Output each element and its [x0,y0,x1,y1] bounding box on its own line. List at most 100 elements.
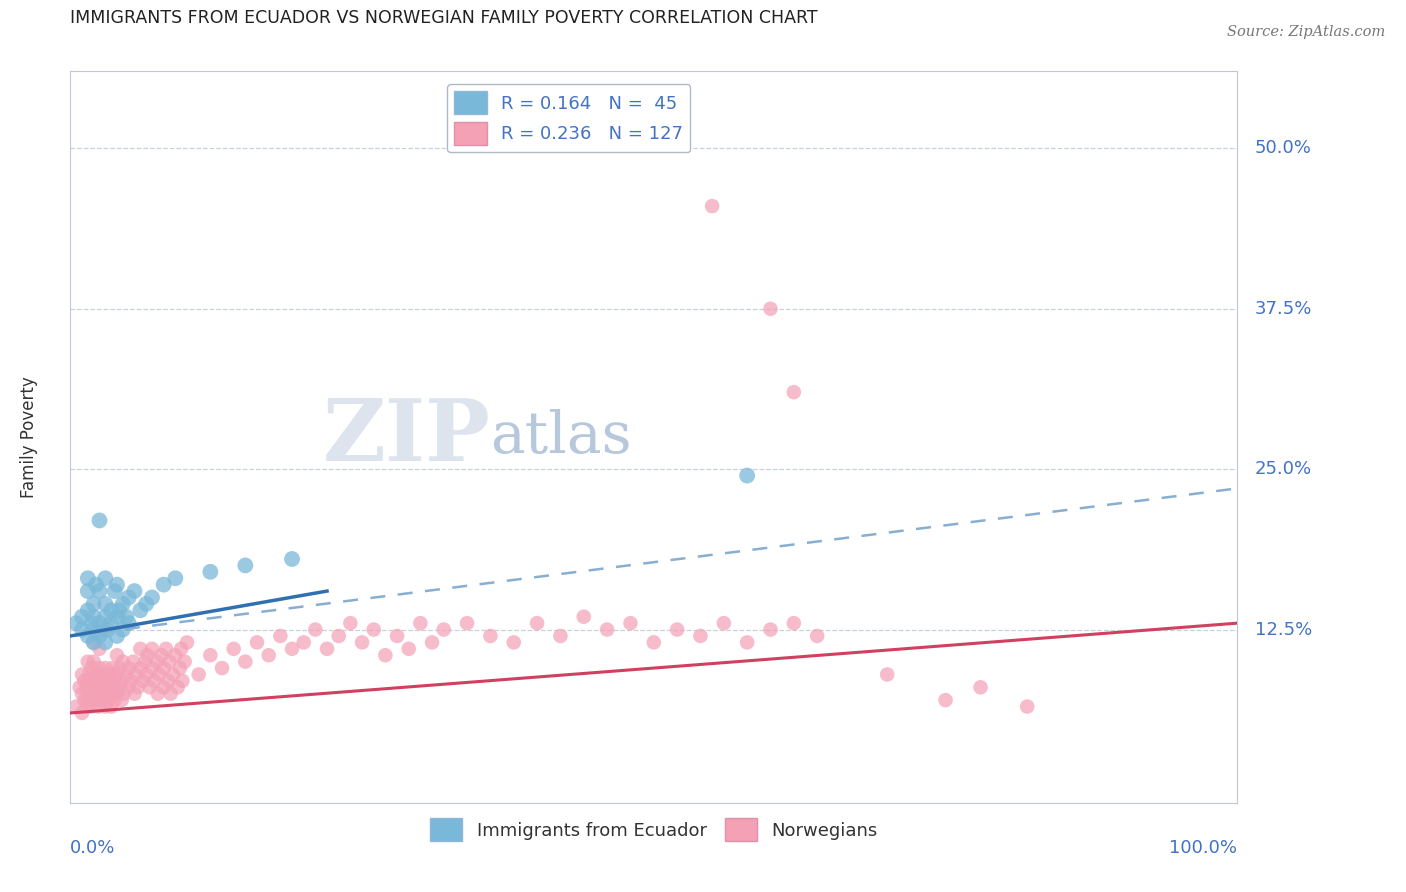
Point [135,597,157,611]
Point [94,681,117,695]
Point [162,667,184,681]
Point [91,667,114,681]
Point [735,635,758,649]
Point [76,681,98,695]
Point [152,577,174,591]
Point [222,641,245,656]
Point [104,693,127,707]
Point [152,681,174,695]
Point [200,648,222,663]
Point [783,385,806,400]
Point [157,673,180,688]
Text: IMMIGRANTS FROM ECUADOR VS NORWEGIAN FAMILY POVERTY CORRELATION CHART: IMMIGRANTS FROM ECUADOR VS NORWEGIAN FAM… [70,10,818,28]
Point [80,699,103,714]
Point [713,616,735,631]
Point [281,552,304,566]
Point [105,629,128,643]
Point [90,673,112,688]
Point [87,681,110,695]
Point [83,635,105,649]
Point [165,571,187,585]
Text: 50.0%: 50.0% [1254,139,1312,157]
Point [115,667,138,681]
Point [138,681,160,695]
Point [83,609,105,624]
Point [76,629,98,643]
Point [759,301,782,316]
Point [783,616,806,631]
Point [141,641,163,656]
Point [76,603,98,617]
Point [83,597,105,611]
Point [115,609,138,624]
Point [83,655,105,669]
Point [97,693,120,707]
Point [70,687,93,701]
Point [127,681,149,695]
Point [304,623,326,637]
Text: 25.0%: 25.0% [1254,460,1312,478]
Point [84,687,107,701]
Point [643,635,665,649]
Point [169,661,191,675]
Point [257,648,280,663]
Point [108,681,131,695]
Point [105,648,128,663]
Point [141,591,163,605]
Point [91,687,114,701]
Point [118,616,141,631]
Point [73,673,96,688]
Point [141,661,163,675]
Point [145,655,167,669]
Point [292,635,315,649]
Point [89,629,111,643]
Point [129,661,152,675]
Legend: Immigrants from Ecuador, Norwegians: Immigrants from Ecuador, Norwegians [422,811,886,848]
Point [89,514,111,528]
Point [111,693,134,707]
Point [129,603,152,617]
Point [385,629,408,643]
Point [90,693,112,707]
Point [70,609,93,624]
Point [89,641,111,656]
Point [479,629,502,643]
Text: atlas: atlas [491,409,633,465]
Point [97,623,120,637]
Point [233,558,256,573]
Point [173,655,195,669]
Point [94,699,117,714]
Point [118,591,141,605]
Point [94,597,117,611]
Point [83,623,105,637]
Point [233,655,256,669]
Point [136,648,159,663]
Point [111,623,134,637]
Point [526,616,548,631]
Point [666,623,689,637]
Point [118,681,141,695]
Point [150,648,173,663]
Point [98,687,121,701]
Point [146,687,169,701]
Point [100,681,122,695]
Text: ZIP: ZIP [322,395,491,479]
Point [111,655,134,669]
Point [339,616,361,631]
Point [77,687,100,701]
Point [328,629,350,643]
Point [89,616,111,631]
Point [80,681,103,695]
Point [170,641,193,656]
Point [689,629,711,643]
Point [73,693,96,707]
Point [124,667,146,681]
Point [118,661,141,675]
Point [76,699,98,714]
Point [200,565,222,579]
Point [77,667,100,681]
Point [420,635,443,649]
Point [735,468,758,483]
Point [100,699,122,714]
Point [105,609,128,624]
